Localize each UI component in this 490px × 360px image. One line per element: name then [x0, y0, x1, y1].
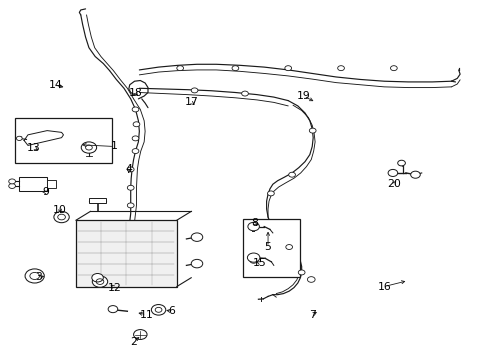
Text: 14: 14 [49, 80, 62, 90]
Text: 15: 15 [252, 258, 266, 268]
Circle shape [132, 136, 139, 141]
Circle shape [285, 66, 292, 71]
Bar [19, 177, 47, 191]
Circle shape [92, 276, 108, 287]
Circle shape [132, 149, 139, 153]
Polygon shape [24, 131, 64, 145]
Text: 2: 2 [130, 337, 137, 347]
Text: 13: 13 [27, 143, 41, 153]
Circle shape [248, 222, 259, 231]
Circle shape [9, 179, 16, 184]
Bar [47, 180, 56, 189]
Circle shape [151, 305, 166, 315]
Circle shape [242, 91, 248, 96]
Circle shape [81, 142, 97, 153]
Text: 19: 19 [297, 91, 311, 101]
Circle shape [127, 203, 134, 208]
Text: 16: 16 [377, 282, 391, 292]
Text: 18: 18 [129, 87, 143, 98]
Text: 1: 1 [111, 141, 118, 152]
Circle shape [298, 270, 305, 275]
Text: 4: 4 [125, 165, 132, 174]
Bar [16, 118, 112, 163]
Text: 7: 7 [309, 310, 316, 320]
Circle shape [177, 66, 184, 71]
Circle shape [398, 160, 405, 166]
Circle shape [232, 66, 239, 71]
Circle shape [132, 107, 139, 112]
Circle shape [289, 172, 295, 177]
Bar [76, 220, 177, 287]
Circle shape [191, 259, 203, 268]
Circle shape [191, 88, 198, 93]
Text: 10: 10 [53, 205, 67, 215]
Circle shape [247, 253, 260, 262]
Circle shape [250, 258, 257, 263]
Text: 20: 20 [387, 179, 401, 189]
Circle shape [307, 277, 315, 282]
Circle shape [108, 306, 118, 312]
Circle shape [134, 330, 147, 339]
Text: 3: 3 [35, 272, 42, 282]
Text: 5: 5 [265, 242, 271, 252]
Bar [89, 198, 106, 203]
Circle shape [391, 66, 397, 71]
Text: 6: 6 [169, 306, 175, 316]
Text: 12: 12 [107, 283, 121, 293]
Circle shape [338, 66, 344, 71]
Circle shape [309, 128, 316, 133]
Circle shape [9, 184, 16, 189]
Text: 9: 9 [42, 187, 49, 197]
Circle shape [92, 274, 103, 282]
Circle shape [25, 269, 44, 283]
Circle shape [286, 244, 293, 249]
Circle shape [127, 167, 134, 172]
Bar [243, 219, 300, 277]
Circle shape [127, 185, 134, 190]
Circle shape [388, 170, 398, 176]
Text: 11: 11 [140, 310, 153, 320]
Circle shape [133, 122, 140, 127]
Circle shape [54, 211, 69, 223]
Circle shape [411, 171, 420, 178]
Circle shape [268, 191, 274, 196]
Text: 8: 8 [251, 218, 258, 228]
Circle shape [17, 136, 22, 140]
Circle shape [191, 233, 203, 242]
Text: 17: 17 [184, 98, 198, 107]
